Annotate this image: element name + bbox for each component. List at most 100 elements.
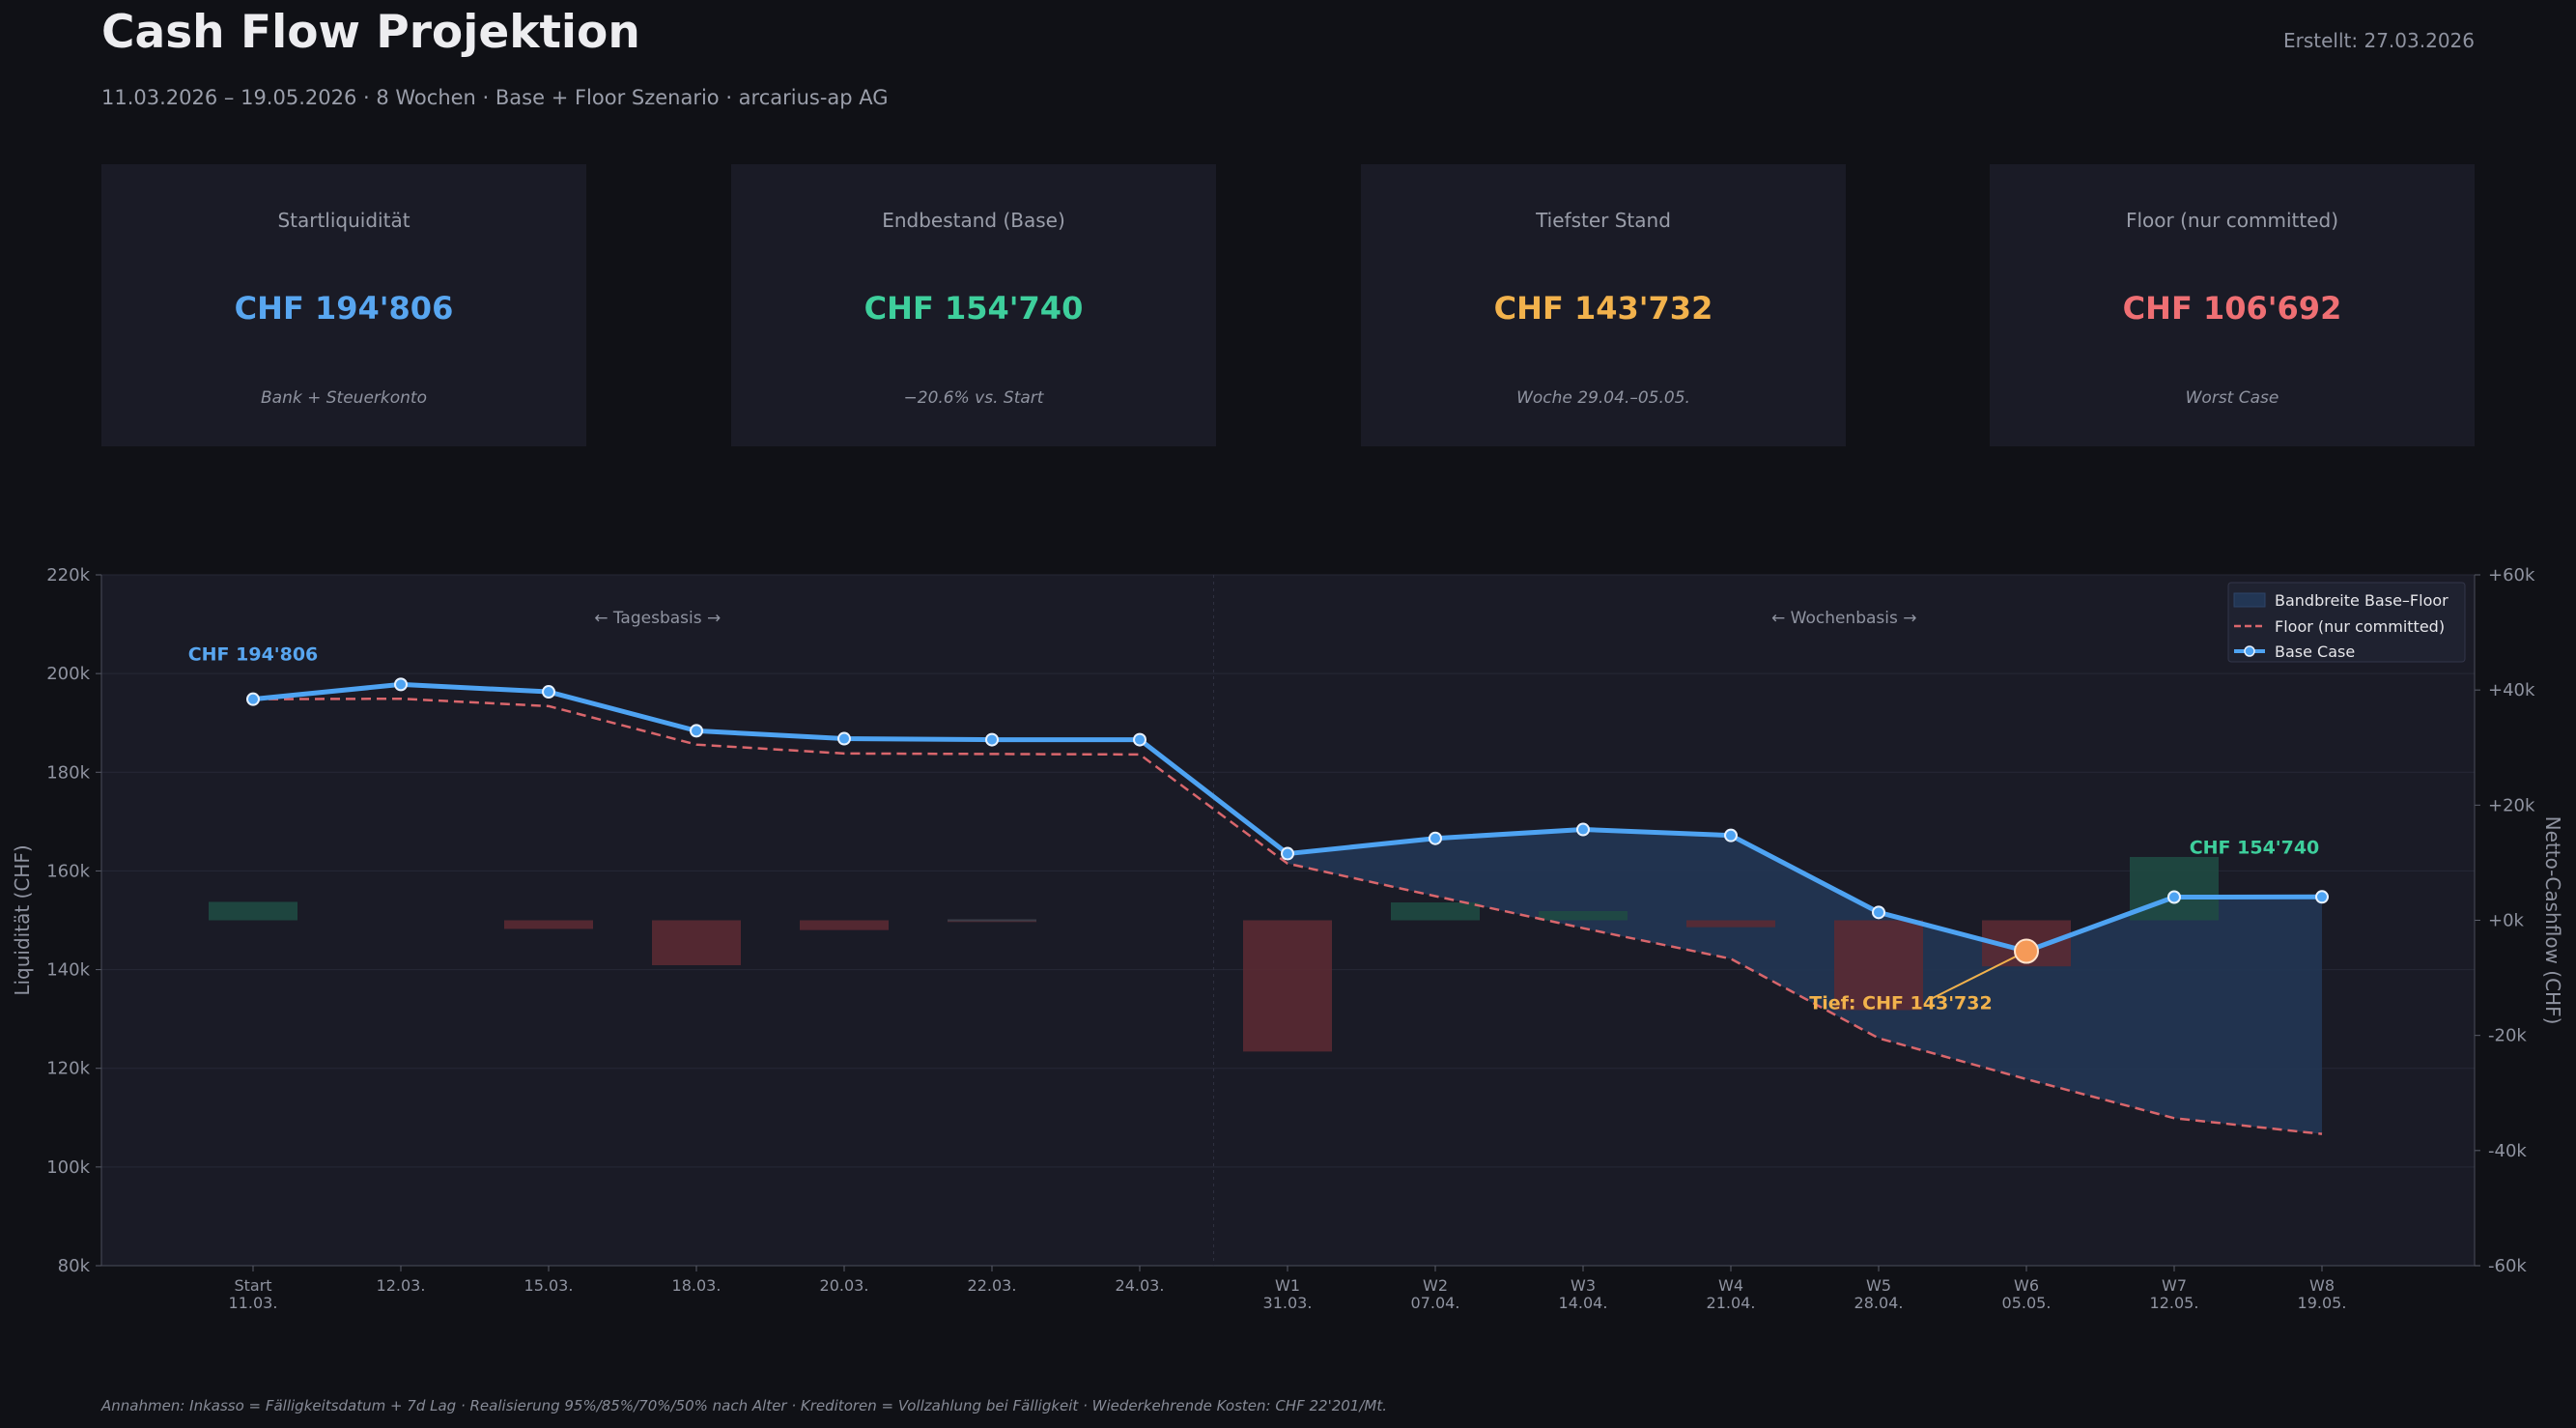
net-cashflow-bar (652, 920, 741, 965)
base-point (1281, 846, 1294, 861)
legend-box (2227, 582, 2466, 663)
y-tick-label: 220k (46, 565, 90, 585)
base-point (246, 692, 260, 706)
base-point (1133, 732, 1146, 747)
x-tick-label: 14.04. (1559, 1294, 1608, 1312)
y-axis-label: Liquidität (CHF) (11, 844, 34, 995)
x-tick-label: 20.03. (820, 1276, 869, 1295)
base-point (690, 724, 703, 738)
net-cashflow-bar (1686, 920, 1775, 928)
kpi-label: Tiefster Stand (1536, 209, 1671, 232)
x-tick-label: W2 (1423, 1276, 1448, 1295)
cashflow-chart: 80k 100k 120k 140k 160k 180k 200k 220k -60k -40k -… (11, 565, 2564, 1312)
base-point (837, 731, 851, 746)
y-tick-label: 100k (46, 1157, 90, 1178)
kpi-note: Bank + Steuerkonto (261, 388, 427, 408)
net-cashflow-bar (1391, 902, 1480, 921)
x-tick-label: 22.03. (968, 1276, 1017, 1295)
x-tick-label: W4 (1718, 1276, 1743, 1295)
end-annotation: CHF 154'740 (2190, 837, 2320, 858)
kpi-value: CHF 106'692 (2122, 290, 2342, 327)
x-tick-label: Start (234, 1276, 271, 1295)
legend-swatch-band (2233, 592, 2266, 608)
kpi-card-floor: Floor (nur committed) CHF 106'692 Worst … (1990, 164, 2475, 446)
x-tick-label: W8 (2309, 1276, 2335, 1295)
x-tick-label: W1 (1275, 1276, 1300, 1295)
y2-tick-label: +40k (2488, 680, 2535, 700)
created-date: Erstellt: 27.03.2026 (2283, 29, 2475, 52)
x-tick-label: 24.03. (1116, 1276, 1165, 1295)
x-tick-label: 05.05. (2002, 1294, 2052, 1312)
y2-tick-label: -20k (2488, 1026, 2527, 1046)
kpi-note: −20.6% vs. Start (903, 388, 1044, 408)
base-point (985, 732, 999, 747)
base-point (1576, 822, 1590, 837)
base-point (1429, 831, 1442, 845)
kpi-label: Floor (nur committed) (2125, 209, 2339, 232)
page-title: Cash Flow Projektion (101, 6, 640, 59)
y-tick-label: 180k (46, 762, 90, 783)
base-point (2315, 890, 2329, 904)
x-tick-label: W3 (1571, 1276, 1596, 1295)
base-point (394, 677, 408, 692)
y2-tick-label: +60k (2488, 565, 2535, 585)
net-cashflow-bar (948, 919, 1036, 922)
y-tick-label: 80k (58, 1256, 91, 1276)
y-tick-label: 140k (46, 960, 90, 981)
x-tick-label: 11.03. (229, 1294, 278, 1312)
kpi-label: Endbestand (Base) (882, 209, 1065, 232)
kpi-label: Startliquidität (277, 209, 410, 232)
net-cashflow-bar (1539, 910, 1628, 921)
x-tick-label: 28.04. (1854, 1294, 1904, 1312)
net-cashflow-bar (504, 920, 593, 929)
kpi-value: CHF 143'732 (1493, 290, 1713, 327)
net-cashflow-bar (209, 901, 297, 921)
series-floor-line (252, 697, 2323, 1135)
region-label-weekly: ← Wochenbasis → (1771, 609, 1917, 628)
x-tick-label: 21.04. (1707, 1294, 1756, 1312)
page-subtitle: 11.03.2026 – 19.05.2026 · 8 Wochen · Bas… (101, 86, 889, 109)
x-tick-label: 12.03. (377, 1276, 426, 1295)
base-point (1724, 828, 1738, 843)
kpi-value: CHF 194'806 (234, 290, 454, 327)
region-label-daily: ← Tagesbasis → (594, 609, 721, 628)
x-tick-label: W5 (1866, 1276, 1891, 1295)
x-tick-label: 31.03. (1263, 1294, 1313, 1312)
band-base-floor (1288, 829, 2322, 1134)
x-tick-label: W7 (2162, 1276, 2187, 1295)
start-annotation: CHF 194'806 (188, 644, 319, 666)
low-annotation-leader (1929, 950, 2027, 1001)
legend-swatch-base-marker (2244, 645, 2255, 657)
net-cashflow-bar (1243, 920, 1332, 1052)
x-tick-label: 12.05. (2150, 1294, 2199, 1312)
y-tick-label: 160k (46, 861, 90, 881)
footnote: Annahmen: Inkasso = Fälligkeitsdatum + 7… (101, 1397, 1387, 1414)
kpi-note: Worst Case (2185, 388, 2279, 408)
x-tick-label: 18.03. (672, 1276, 722, 1295)
kpi-card-lowest: Tiefster Stand CHF 143'732 Woche 29.04.–… (1361, 164, 1846, 446)
net-cashflow-bar (1834, 920, 1923, 1011)
x-tick-label: 07.04. (1411, 1294, 1460, 1312)
y2-tick-label: +0k (2488, 911, 2525, 931)
y-tick-label: 200k (46, 664, 90, 684)
legend-label-base: Base Case (2275, 643, 2355, 661)
net-cashflow-bar (800, 920, 889, 930)
base-point (2167, 890, 2181, 904)
y2-tick-label: +20k (2488, 795, 2535, 815)
legend-label-floor: Floor (nur committed) (2275, 617, 2445, 636)
low-point-marker (2014, 938, 2039, 964)
x-tick-label: W6 (2014, 1276, 2039, 1295)
kpi-card-start: Startliquidität CHF 194'806 Bank + Steue… (101, 164, 586, 446)
kpi-value: CHF 154'740 (863, 290, 1084, 327)
kpi-note: Woche 29.04.–05.05. (1516, 388, 1690, 408)
y-tick-label: 120k (46, 1059, 90, 1079)
y2-tick-label: -60k (2488, 1256, 2527, 1276)
y2-tick-label: -40k (2488, 1141, 2527, 1161)
x-tick-label: 15.03. (524, 1276, 574, 1295)
low-annotation: Tief: CHF 143'732 (1809, 993, 1992, 1014)
base-point (1872, 905, 1885, 920)
legend-label-band: Bandbreite Base–Floor (2275, 591, 2449, 610)
x-tick-label: 19.05. (2298, 1294, 2347, 1312)
base-point (542, 685, 555, 700)
kpi-card-end: Endbestand (Base) CHF 154'740 −20.6% vs.… (731, 164, 1216, 446)
